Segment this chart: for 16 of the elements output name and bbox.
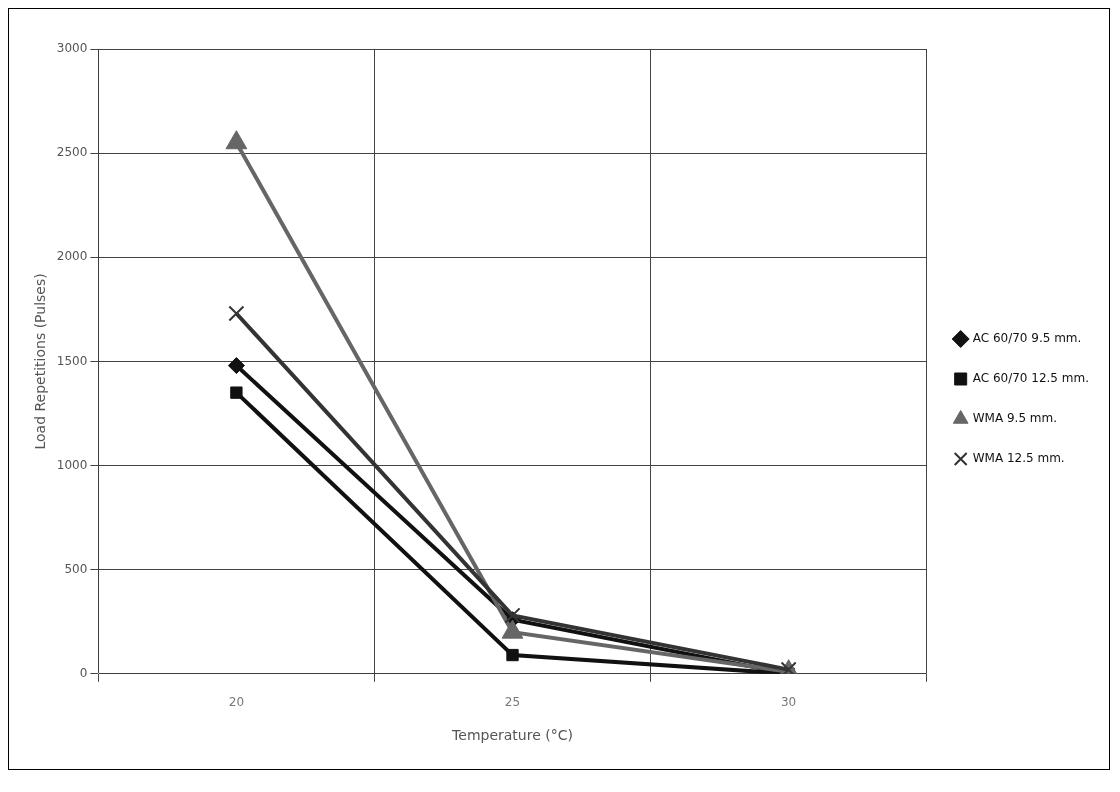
y-tick-label: 1500 — [56, 353, 88, 368]
y-tick-label: 500 — [64, 561, 88, 576]
legend-label: WMA 9.5 mm. — [972, 411, 1058, 426]
y-axis-title: Load Repetitions (Pulses) — [32, 273, 49, 450]
x-tick-label: 30 — [780, 695, 797, 710]
x-axis-title: Temperature (°C) — [451, 727, 573, 744]
legend-label: AC 60/70 9.5 mm. — [972, 331, 1082, 346]
y-tick-label: 0 — [79, 665, 88, 680]
legend-label: WMA 12.5 mm. — [972, 451, 1065, 466]
y-tick-label: 2500 — [56, 145, 88, 160]
y-tick-label: 1000 — [56, 457, 88, 472]
x-tick-label: 20 — [228, 695, 245, 710]
x-tick-label: 25 — [504, 695, 521, 710]
legend-label: AC 60/70 12.5 mm. — [972, 371, 1090, 386]
y-tick-label: 2000 — [56, 249, 88, 264]
y-tick-label: 3000 — [56, 41, 88, 56]
